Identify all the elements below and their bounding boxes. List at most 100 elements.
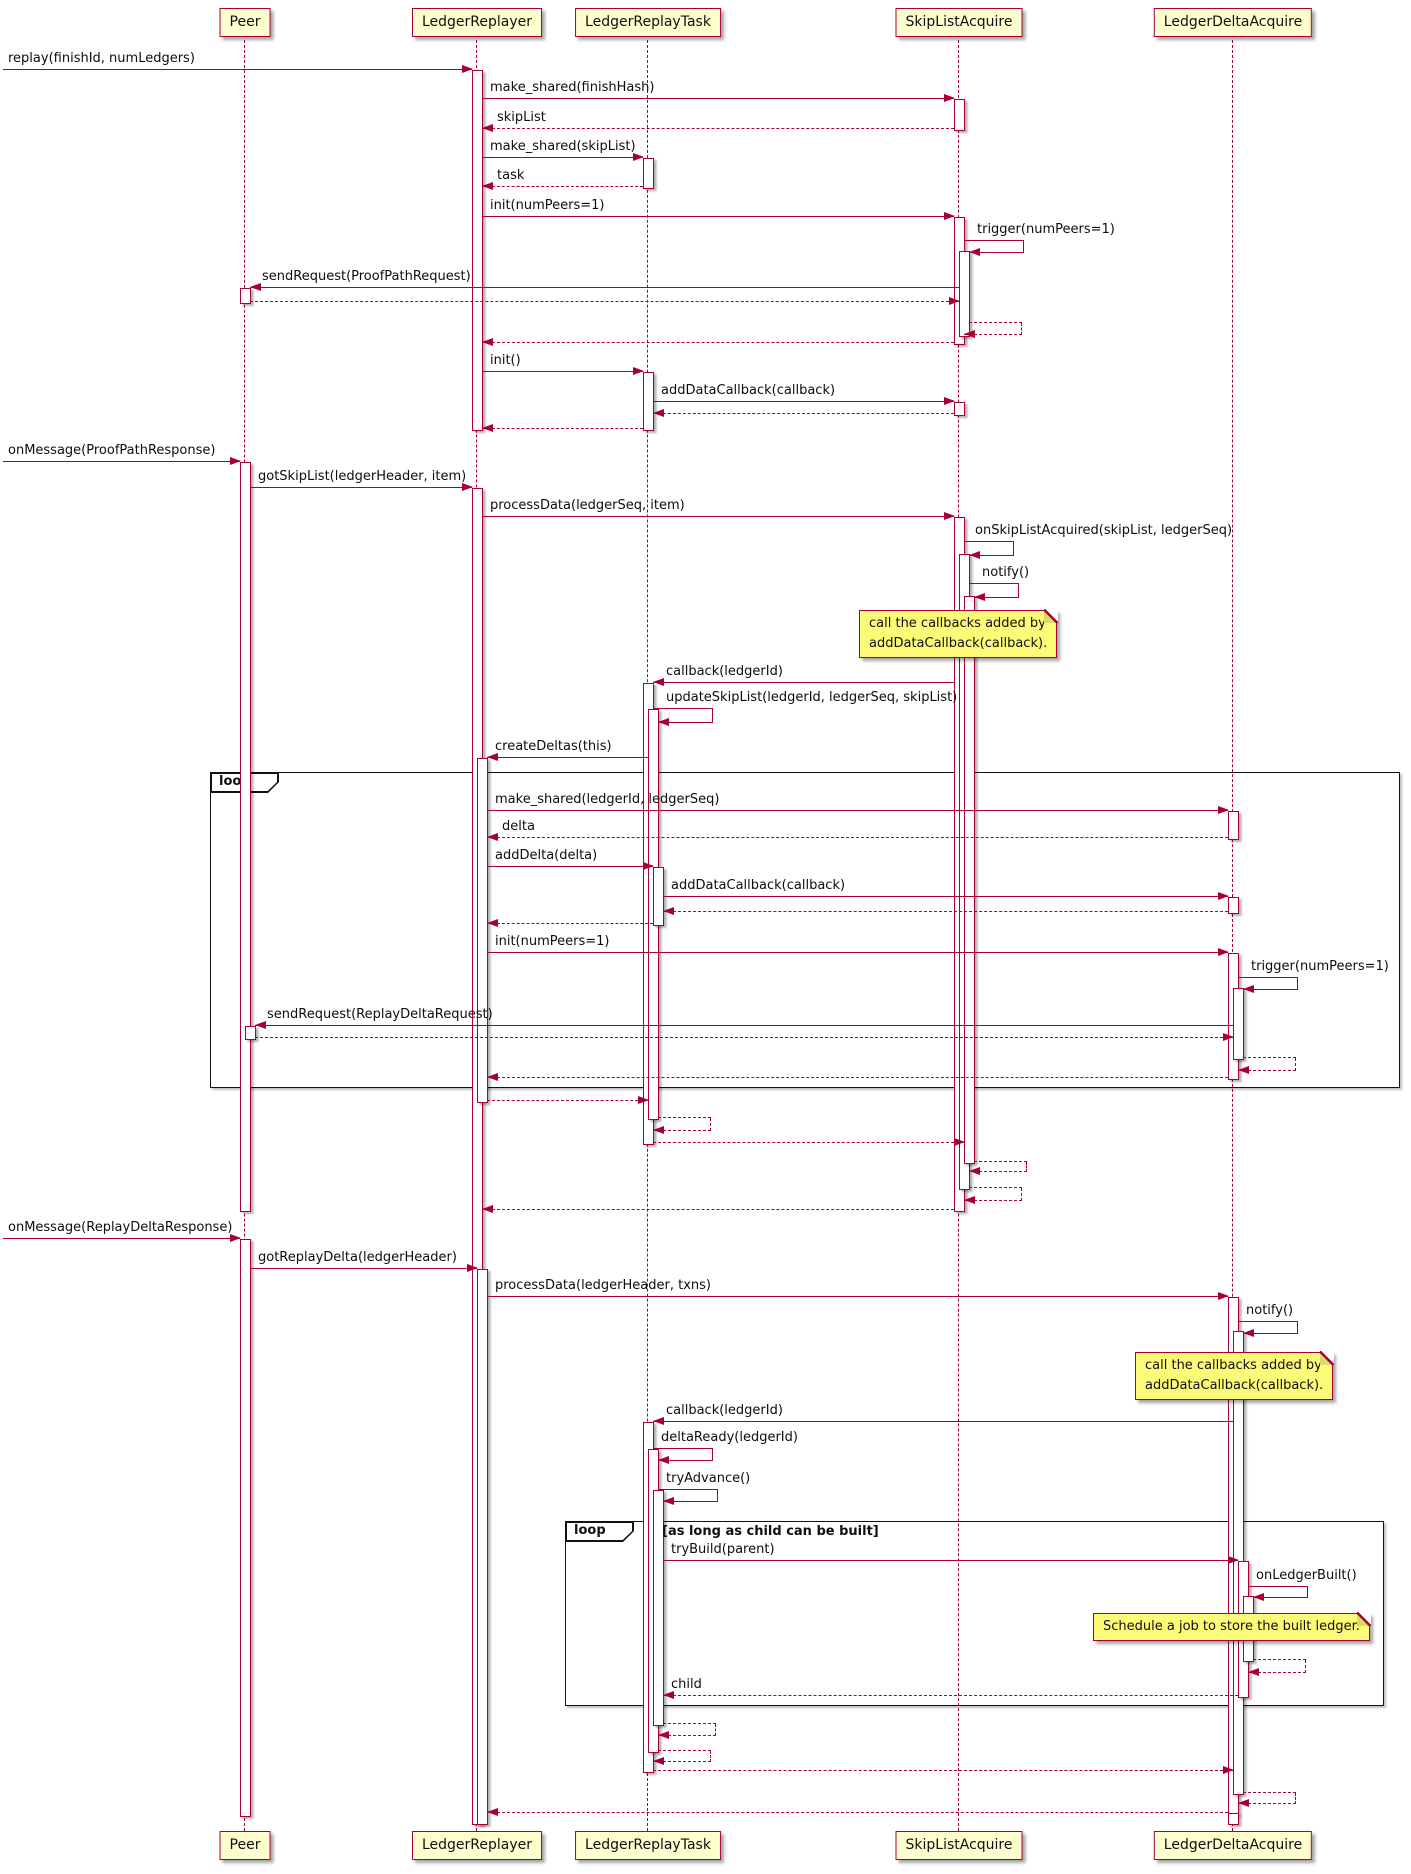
activation-bar-peer-1 bbox=[240, 462, 251, 1212]
message-self-44-label: notify() bbox=[1246, 1303, 1294, 1318]
message-self-21-label: updateSkipList(ledgerId, ledgerSeq, skip… bbox=[666, 690, 958, 705]
message-selfreturn-33-bottom bbox=[1238, 1070, 1296, 1072]
message-self-21-bottom bbox=[658, 722, 713, 724]
message-selfreturn-33-side bbox=[1295, 1058, 1297, 1071]
message-self-18-label: onSkipListAcquired(skipList, ledgerSeq) bbox=[975, 523, 1233, 538]
participant-footer-skiplist: SkipListAcquire bbox=[895, 1831, 1023, 1860]
message-sync-1-line bbox=[482, 98, 954, 100]
message-sync-42-label: gotReplayDelta(ledgerHeader) bbox=[258, 1250, 457, 1265]
message-sync-11-line bbox=[482, 371, 643, 373]
message-return-27-line bbox=[663, 911, 1228, 913]
message-selfreturn-36-bottom bbox=[653, 1130, 711, 1132]
message-sync-12-arrowhead bbox=[943, 396, 955, 405]
participant-header-delta: LedgerDeltaAcquire bbox=[1153, 8, 1313, 37]
message-return-2-label: skipList bbox=[497, 110, 546, 125]
activation-bar-peer-2 bbox=[245, 1026, 256, 1040]
message-self-19-label: notify() bbox=[982, 565, 1030, 580]
message-self-6-bottom bbox=[969, 252, 1024, 254]
message-self-18-side bbox=[1013, 542, 1015, 556]
activation-bar-delta-26 bbox=[1233, 988, 1244, 1060]
message-selfreturn-36-arrowhead bbox=[652, 1125, 664, 1134]
activation-bar-skiplist-16 bbox=[954, 99, 965, 131]
message-sync-26-arrowhead bbox=[1217, 891, 1229, 900]
message-return-35-line bbox=[487, 1100, 648, 1102]
message-sync-5-line bbox=[482, 216, 954, 218]
message-self-49-bottom bbox=[1253, 1597, 1308, 1599]
message-sync-25-arrowhead bbox=[642, 861, 654, 870]
note-1-line-1: call the callbacks added by bbox=[869, 616, 1046, 631]
message-sync-31-line bbox=[255, 1025, 1233, 1027]
activation-bar-task-15 bbox=[653, 1490, 664, 1726]
message-sync-42-arrowhead bbox=[466, 1263, 478, 1272]
message-sync-22-arrowhead bbox=[486, 752, 498, 761]
message-self-49-arrowhead bbox=[1252, 1592, 1264, 1601]
message-self-46-bottom bbox=[658, 1460, 713, 1462]
message-sync-11-arrowhead bbox=[632, 366, 644, 375]
message-selfreturn-55-bottom bbox=[1238, 1803, 1296, 1805]
message-sync-17-arrowhead bbox=[943, 511, 955, 520]
message-sync-20-arrowhead bbox=[652, 677, 664, 686]
message-selfreturn-39-top bbox=[969, 1187, 1022, 1189]
message-sync-1-arrowhead bbox=[943, 93, 955, 102]
message-sync-17-line bbox=[482, 516, 954, 518]
message-found-41-arrowhead bbox=[229, 1233, 241, 1242]
message-return-37-arrowhead bbox=[953, 1137, 965, 1146]
message-self-46-label: deltaReady(ledgerId) bbox=[661, 1430, 798, 1445]
message-return-4-label: task bbox=[497, 168, 525, 183]
message-selfreturn-38-bottom bbox=[969, 1171, 1027, 1173]
message-sync-31-arrowhead bbox=[254, 1020, 266, 1029]
message-self-21-top bbox=[653, 708, 713, 710]
message-return-13-arrowhead bbox=[652, 408, 664, 417]
message-return-10-line bbox=[482, 342, 954, 344]
message-return-35-arrowhead bbox=[637, 1095, 649, 1104]
message-return-24-arrowhead bbox=[486, 832, 498, 841]
message-found-15-line bbox=[3, 461, 240, 463]
message-return-14-arrowhead bbox=[481, 423, 493, 432]
message-self-47-label: tryAdvance() bbox=[666, 1471, 751, 1486]
message-return-28-line bbox=[487, 923, 653, 925]
message-self-46-arrowhead bbox=[657, 1455, 669, 1464]
activation-bar-skiplist-19 bbox=[954, 402, 965, 416]
message-sync-45-label: callback(ledgerId) bbox=[666, 1403, 783, 1418]
message-return-4-line bbox=[482, 186, 643, 188]
message-self-47-side bbox=[717, 1490, 719, 1502]
message-return-2-arrowhead bbox=[481, 123, 493, 132]
message-self-18-bottom bbox=[969, 555, 1014, 557]
message-found-15-label: onMessage(ProofPathResponse) bbox=[8, 443, 216, 458]
message-sync-16-label: gotSkipList(ledgerHeader, item) bbox=[258, 469, 467, 484]
loop-frame-label-2: loop bbox=[574, 1523, 606, 1538]
message-sync-23-label: make_shared(ledgerId, ledgerSeq) bbox=[495, 792, 720, 807]
message-self-6-label: trigger(numPeers=1) bbox=[977, 222, 1115, 237]
message-selfreturn-53-top bbox=[658, 1750, 711, 1752]
message-self-49-top bbox=[1248, 1586, 1308, 1588]
message-return-24-label: delta bbox=[502, 819, 535, 834]
message-sync-29-label: init(numPeers=1) bbox=[495, 934, 610, 949]
note-2: call the callbacks added by addDataCallba… bbox=[1135, 1351, 1334, 1400]
note-3: Schedule a job to store the built ledger… bbox=[1093, 1612, 1371, 1641]
message-selfreturn-9-bottom bbox=[964, 334, 1022, 336]
message-self-19-arrowhead bbox=[973, 592, 985, 601]
message-self-6-top bbox=[964, 240, 1024, 242]
message-selfreturn-55-side bbox=[1295, 1793, 1297, 1804]
message-sync-3-arrowhead bbox=[632, 152, 644, 161]
message-sync-48-line bbox=[663, 1560, 1238, 1562]
participant-header-replayer: LedgerReplayer bbox=[411, 8, 543, 37]
participant-footer-replayer: LedgerReplayer bbox=[411, 1831, 543, 1860]
message-selfreturn-53-side bbox=[710, 1751, 712, 1762]
message-selfreturn-36-top bbox=[658, 1117, 711, 1119]
loop-frame-condition-2: [as long as child can be built] bbox=[662, 1524, 879, 1539]
loop-frame-1 bbox=[210, 772, 1400, 1088]
activation-bar-replayer-6 bbox=[477, 758, 488, 1103]
participant-header-task: LedgerReplayTask bbox=[575, 8, 721, 37]
message-self-49-side bbox=[1307, 1587, 1309, 1598]
message-found-41-line bbox=[3, 1238, 240, 1240]
message-found-0-line bbox=[3, 69, 472, 71]
message-selfreturn-33-top bbox=[1243, 1057, 1296, 1059]
loop-frame-tab-2: loop bbox=[565, 1521, 634, 1542]
message-selfreturn-55-arrowhead bbox=[1237, 1798, 1249, 1807]
message-return-56-line bbox=[487, 1812, 1228, 1814]
participant-footer-delta: LedgerDeltaAcquire bbox=[1153, 1831, 1313, 1860]
message-sync-11-label: init() bbox=[490, 353, 521, 368]
message-self-30-arrowhead bbox=[1242, 984, 1254, 993]
message-return-24-line bbox=[487, 837, 1228, 839]
